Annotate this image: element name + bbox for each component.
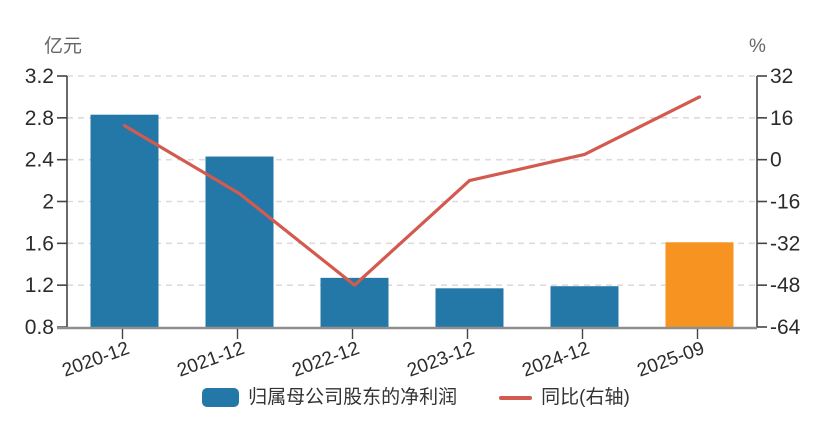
bar-2023-12 xyxy=(435,288,504,327)
x-axis-label: 2021-12 xyxy=(174,338,247,382)
left-axis-tick-label: 1.2 xyxy=(25,274,54,297)
left-axis-tick-label: 0.8 xyxy=(25,316,54,339)
bar-2024-12 xyxy=(550,286,619,327)
bar-2021-12 xyxy=(205,156,274,327)
left-axis-tick-label: 2.8 xyxy=(25,107,54,130)
legend: 归属母公司股东的净利润 同比(右轴) xyxy=(0,388,832,407)
x-axis-label: 2023-12 xyxy=(404,338,477,382)
bar-2020-12 xyxy=(90,114,159,327)
right-axis-tick-label: -16 xyxy=(770,191,800,214)
legend-item-net-profit[interactable]: 归属母公司股东的净利润 xyxy=(202,388,457,407)
x-axis-label: 2024-12 xyxy=(519,338,592,382)
left-axis-tick-label: 2.4 xyxy=(25,149,55,172)
right-axis-tick-label: 0 xyxy=(770,149,782,172)
left-axis-tick-label: 3.2 xyxy=(25,65,54,88)
right-axis-tick-label: 32 xyxy=(770,65,793,88)
right-axis-tick-label: -64 xyxy=(770,316,801,339)
x-axis-label: 2022-12 xyxy=(289,338,362,382)
right-axis-tick-label: -48 xyxy=(770,274,800,297)
legend-label-net-profit: 归属母公司股东的净利润 xyxy=(248,387,458,408)
right-axis-unit-label: % xyxy=(749,36,766,57)
legend-item-yoy[interactable]: 同比(右轴) xyxy=(499,388,630,407)
right-axis-tick-label: 16 xyxy=(770,107,793,130)
yoy-line xyxy=(122,95,702,287)
legend-label-yoy: 同比(右轴) xyxy=(541,387,630,408)
x-axis-label: 2020-12 xyxy=(59,338,132,382)
bar-2025-09 xyxy=(665,242,734,327)
bar-series-swatch-icon xyxy=(202,388,240,407)
right-axis-tick-label: -32 xyxy=(770,232,800,255)
line-series-swatch-icon xyxy=(499,395,533,400)
left-axis-unit-label: 亿元 xyxy=(44,35,82,57)
left-axis-tick-label: 1.6 xyxy=(25,232,54,255)
x-axis-label: 2025-09 xyxy=(634,338,707,382)
left-axis-tick-label: 2 xyxy=(42,191,54,214)
